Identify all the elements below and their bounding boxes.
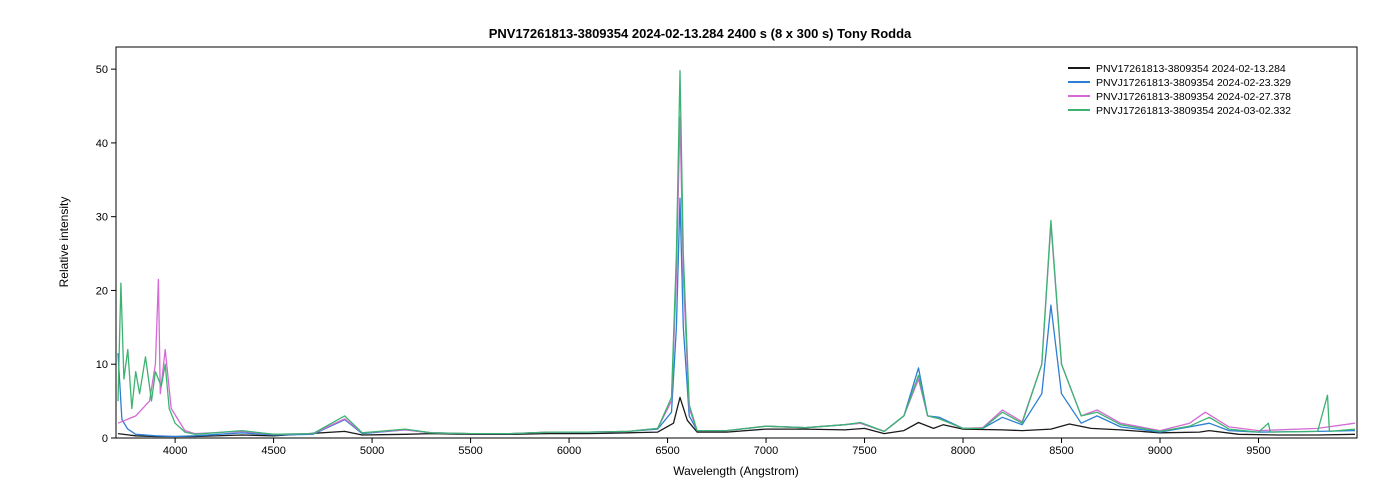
y-tick-label: 30	[96, 212, 108, 224]
series-line-2	[117, 197, 1356, 438]
series-line-3	[117, 116, 1356, 435]
y-axis: 0 10 20 30 40 50	[96, 64, 116, 445]
x-axis-label: Wavelength (Angstrom)	[673, 464, 799, 478]
x-tick-label: 7500	[852, 445, 876, 457]
chart-title: PNV17261813-3809354 2024-02-13.284 2400 …	[489, 26, 912, 41]
plot-frame	[115, 46, 1358, 439]
x-tick-label: 8500	[1049, 445, 1073, 457]
x-tick-label: 4500	[261, 445, 285, 457]
y-tick-label: 0	[102, 433, 108, 445]
legend-entry: PNV17261813-3809354 2024-02-13.284	[1096, 63, 1286, 75]
series-line-4	[117, 69, 1356, 435]
x-axis: 4000 4500 5000 5500 6000 6500 7000 7500 8000 8500…	[163, 438, 1271, 457]
series-line-1	[117, 396, 1356, 438]
y-tick-label: 10	[96, 359, 108, 371]
series-lines	[117, 69, 1356, 438]
legend-entry: PNVJ17261813-3809354 2024-02-27.378	[1096, 91, 1291, 103]
x-tick-label: 9500	[1246, 445, 1270, 457]
x-tick-label: 6000	[557, 445, 581, 457]
x-tick-label: 9000	[1148, 445, 1172, 457]
y-tick-label: 50	[96, 64, 108, 76]
x-tick-label: 6500	[655, 445, 679, 457]
x-tick-label: 5000	[360, 445, 384, 457]
x-tick-label: 4000	[163, 445, 187, 457]
y-axis-label: Relative intensity	[57, 197, 71, 288]
legend-entry: PNVJ17261813-3809354 2024-02-23.329	[1096, 77, 1291, 89]
legend-entry: PNVJ17261813-3809354 2024-03-02.332	[1096, 105, 1291, 117]
x-tick-label: 8000	[951, 445, 975, 457]
y-tick-label: 40	[96, 138, 108, 150]
x-tick-label: 7000	[754, 445, 778, 457]
x-tick-label: 5500	[458, 445, 482, 457]
legend: PNV17261813-3809354 2024-02-13.284 PNVJ17…	[1068, 63, 1291, 117]
y-tick-label: 20	[96, 285, 108, 297]
